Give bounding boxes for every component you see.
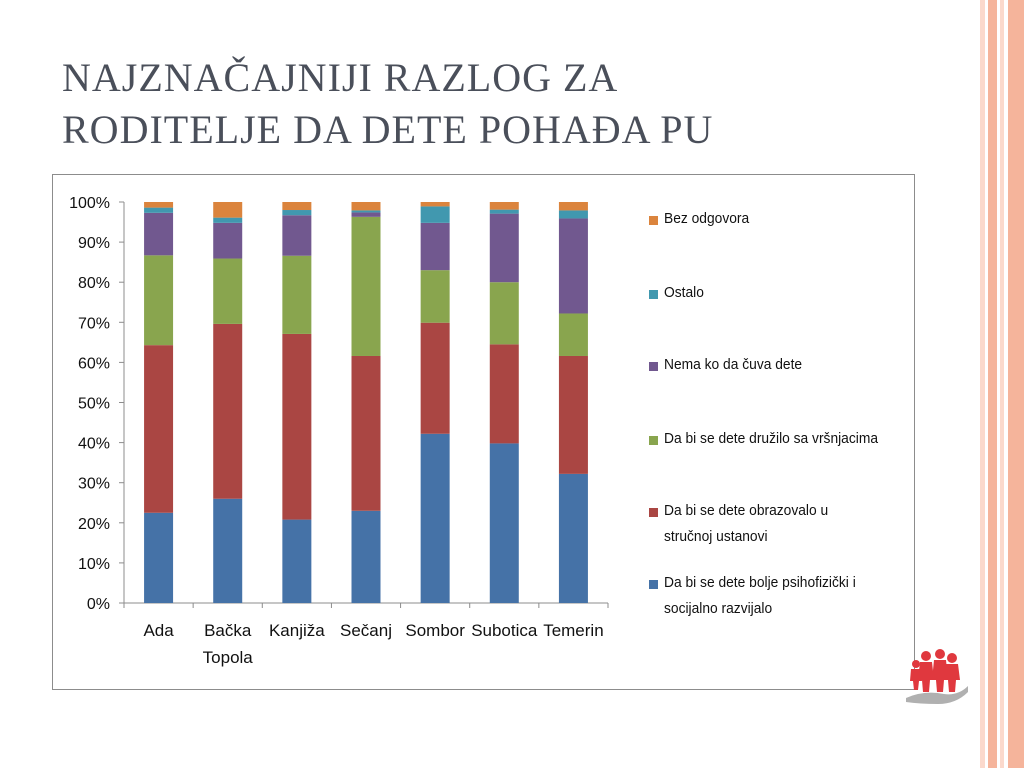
bar-segment (144, 345, 174, 513)
bar-segment (144, 512, 174, 603)
legend-swatch (649, 216, 658, 225)
chart-frame: 0% 10% 20% 30% 40% 50% 60% 70% 80% 90% 100% Ada Bačk… (52, 174, 915, 690)
bar-segment (420, 206, 450, 223)
legend-label: Da bi se dete bolje psihofizički i socij… (664, 574, 856, 617)
bar-segment (420, 322, 450, 434)
bar-segment (282, 333, 312, 520)
bar-segment (282, 210, 312, 216)
bar-segment (282, 255, 312, 334)
bar-segment (213, 258, 243, 324)
x-tick-label: Sombor (405, 621, 465, 640)
y-tick-label: 100% (69, 195, 110, 212)
legend-label: Da bi se dete obrazovalo u stručnoj usta… (664, 502, 829, 545)
bar-segment (144, 207, 174, 213)
stacked-bar-chart: 0% 10% 20% 30% 40% 50% 60% 70% 80% 90% 100% Ada Bačk… (69, 195, 609, 667)
legend-item: Nema ko da čuva dete (649, 356, 924, 378)
legend-label: Nema ko da čuva dete (664, 356, 803, 373)
bar-segment (558, 218, 588, 314)
legend-label: Ostalo (664, 284, 704, 301)
x-tick-label: Temerin (543, 621, 603, 640)
legend-item: Bez odgovora (649, 210, 924, 232)
legend-swatch (649, 290, 658, 299)
bar-segment (144, 202, 174, 208)
bar-segment (351, 210, 381, 213)
bar-segment (420, 222, 450, 271)
legend-item: Da bi se dete družilo sa vršnjacima (649, 430, 924, 452)
legend-swatch (649, 362, 658, 371)
legend-swatch (649, 508, 658, 517)
bar-segment (213, 202, 243, 218)
y-tick-label: 90% (78, 235, 110, 252)
bar-segment (144, 255, 174, 346)
bar-segment (489, 282, 519, 345)
bar-segment (351, 202, 381, 211)
legend-label: Bez odgovora (664, 210, 750, 227)
bar-segment (420, 202, 450, 207)
y-tick-label: 30% (78, 476, 110, 493)
slide-title-line-1: NAJZNAČAJNIJI RAZLOG ZA (62, 55, 619, 100)
bar-segment (282, 215, 312, 256)
legend-item: Da bi se dete obrazovalo u stručnoj usta… (649, 502, 924, 550)
bar-segment (351, 212, 381, 217)
bar-segment (213, 222, 243, 259)
bar-segment (213, 323, 243, 499)
x-tick-label: Topola (203, 648, 254, 667)
bar-segment (558, 202, 588, 211)
legend-item: Ostalo (649, 284, 924, 306)
y-tick-label: 50% (78, 396, 110, 413)
y-tick-label: 20% (78, 516, 110, 533)
decorative-stripe (1008, 0, 1024, 768)
x-tick-label: Kanjiža (269, 621, 325, 640)
bar-segment (489, 209, 519, 214)
bar-segment (351, 216, 381, 356)
bar-segment (144, 212, 174, 256)
y-tick-label: 80% (78, 275, 110, 292)
decorative-stripe (980, 0, 985, 768)
slide-title-line-2: RODITELJE DA DETE POHAĐA PU (62, 107, 714, 152)
bar-segment (213, 498, 243, 603)
bar-segment (213, 217, 243, 223)
bar-segment (489, 443, 519, 603)
bar-segment (558, 473, 588, 603)
decorative-stripe (1000, 0, 1004, 768)
y-tick-label: 40% (78, 436, 110, 453)
x-tick-label: Ada (143, 621, 174, 640)
y-tick-label: 60% (78, 355, 110, 372)
bar-segment (282, 519, 312, 603)
y-tick-label: 0% (87, 596, 110, 613)
bar-segment (420, 433, 450, 603)
bar-segment (282, 202, 312, 211)
bar-segment (558, 210, 588, 219)
bar-segment (489, 213, 519, 283)
y-tick-label: 70% (78, 315, 110, 332)
legend-swatch (649, 436, 658, 445)
bar-segment (420, 270, 450, 323)
bar-segment (351, 355, 381, 511)
slide-title: NAJZNAČAJNIJI RAZLOG ZA RODITELJE DA DET… (62, 52, 902, 156)
decorative-stripe (988, 0, 997, 768)
bar-segment (558, 355, 588, 474)
bar-segment (351, 510, 381, 603)
people-group-hand-logo (906, 649, 968, 704)
y-tick-label: 10% (78, 556, 110, 573)
bar-segment (558, 313, 588, 356)
x-tick-label: Subotica (471, 621, 538, 640)
x-tick-label: Sečanj (340, 621, 392, 640)
legend-swatch (649, 580, 658, 589)
bar-segment (489, 202, 519, 210)
x-tick-label: Bačka (204, 621, 252, 640)
bar-segment (489, 344, 519, 444)
legend-label: Da bi se dete družilo sa vršnjacima (664, 430, 879, 447)
legend-item: Da bi se dete bolje psihofizički i socij… (649, 574, 924, 622)
